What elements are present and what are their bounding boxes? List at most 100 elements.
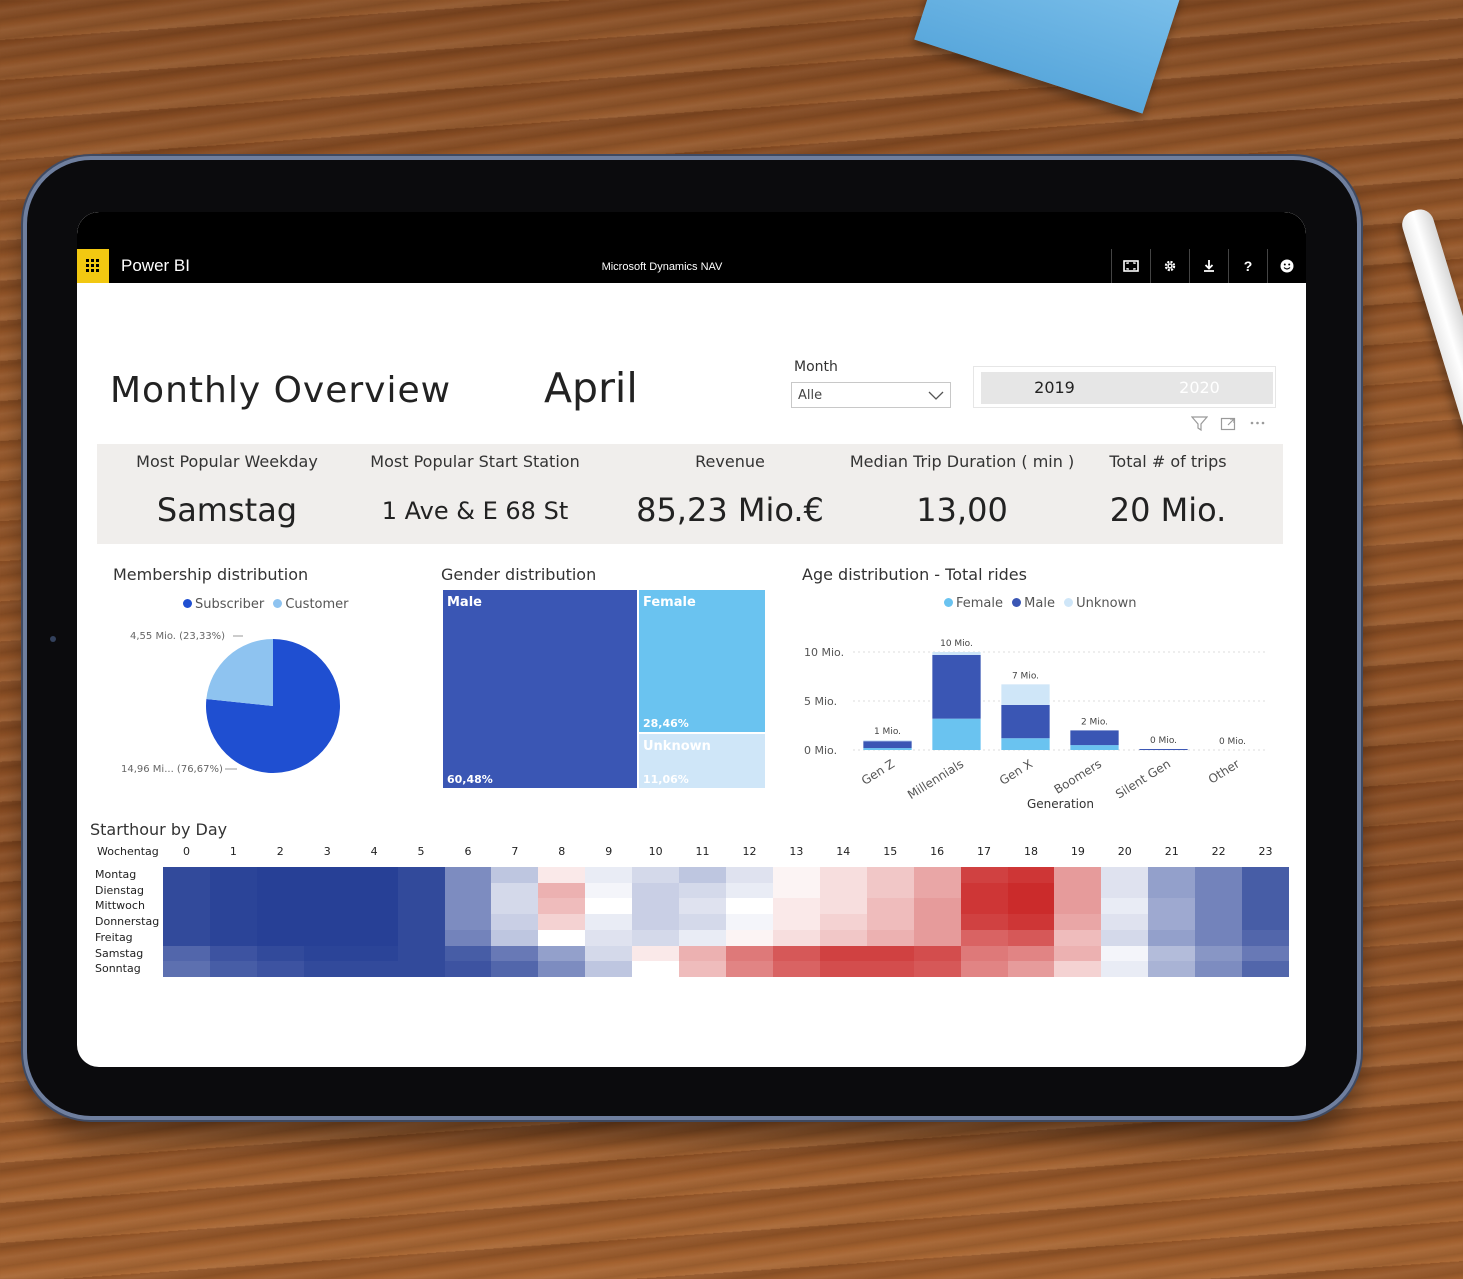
app-launcher-icon[interactable]	[77, 249, 109, 283]
heatmap-cell[interactable]	[632, 914, 680, 931]
heatmap-cell[interactable]	[632, 867, 680, 884]
heatmap-cell[interactable]	[960, 882, 1008, 899]
bar-male-silent-gen[interactable]	[1139, 749, 1188, 751]
heatmap-cell[interactable]	[1007, 929, 1055, 946]
heatmap-cell[interactable]	[585, 929, 633, 946]
heatmap-cell[interactable]	[960, 961, 1008, 978]
bar-male-gen-z[interactable]	[863, 741, 912, 749]
bar-unknown-gen-z[interactable]	[863, 740, 912, 742]
legend-customer[interactable]: Customer	[285, 597, 349, 612]
heatmap-cell[interactable]	[1195, 929, 1243, 946]
heatmap-cell[interactable]	[1195, 898, 1243, 915]
treemap-cell-unknown[interactable]: Unknown 11,06%	[638, 733, 766, 789]
bar-female-gen-x[interactable]	[1001, 738, 1050, 750]
heatmap-cell[interactable]	[444, 914, 492, 931]
heatmap-cell[interactable]	[772, 961, 821, 978]
heatmap-cell[interactable]	[819, 914, 868, 931]
heatmap-cell[interactable]	[538, 898, 586, 915]
pie-slice-customer[interactable]	[206, 639, 273, 706]
heatmap-cell[interactable]	[163, 882, 211, 899]
heatmap-cell[interactable]	[819, 929, 868, 946]
heatmap-cell[interactable]	[1242, 929, 1290, 946]
heatmap-cell[interactable]	[163, 945, 211, 962]
heatmap-cell[interactable]	[1007, 882, 1055, 899]
heatmap-cell[interactable]	[444, 929, 492, 946]
heatmap-cell[interactable]	[1148, 929, 1196, 946]
fullscreen-icon[interactable]	[1111, 249, 1150, 283]
heatmap-cell[interactable]	[726, 961, 774, 978]
heatmap-cell[interactable]	[1101, 929, 1149, 946]
heatmap-cell[interactable]	[1007, 914, 1055, 931]
heatmap-cell[interactable]	[256, 867, 305, 884]
heatmap-cell[interactable]	[819, 945, 868, 962]
heatmap-cell[interactable]	[163, 961, 211, 978]
heatmap-cell[interactable]	[209, 914, 258, 931]
heatmap-cell[interactable]	[679, 945, 727, 962]
heatmap-cell[interactable]	[163, 898, 211, 915]
feedback-icon[interactable]	[1267, 249, 1306, 283]
bar-male-gen-x[interactable]	[1001, 704, 1050, 739]
heatmap-cell[interactable]	[491, 929, 539, 946]
heatmap-cell[interactable]	[1148, 914, 1196, 931]
heatmap-cell[interactable]	[585, 898, 633, 915]
heatmap-cell[interactable]	[163, 929, 211, 946]
filter-icon[interactable]	[1191, 415, 1208, 432]
heatmap-cell[interactable]	[1101, 867, 1149, 884]
heatmap-cell[interactable]	[866, 945, 915, 962]
heatmap-cell[interactable]	[1101, 961, 1149, 978]
heatmap-cell[interactable]	[679, 867, 727, 884]
heatmap-cell[interactable]	[585, 914, 633, 931]
heatmap-cell[interactable]	[1148, 898, 1196, 915]
heatmap-cell[interactable]	[1195, 914, 1243, 931]
heatmap-cell[interactable]	[679, 898, 727, 915]
heatmap-cell[interactable]	[960, 929, 1008, 946]
heatmap-cell[interactable]	[397, 882, 445, 899]
heatmap-cell[interactable]	[350, 945, 399, 962]
focus-mode-icon[interactable]	[1220, 415, 1237, 432]
heatmap-cell[interactable]	[1054, 929, 1102, 946]
heatmap-cell[interactable]	[1148, 882, 1196, 899]
heatmap-cell[interactable]	[538, 914, 586, 931]
heatmap-cell[interactable]	[913, 914, 962, 931]
heatmap-cell[interactable]	[1101, 945, 1149, 962]
heatmap-cell[interactable]	[491, 914, 539, 931]
heatmap-cell[interactable]	[350, 867, 399, 884]
treemap-cell-female[interactable]: Female 28,46%	[638, 589, 766, 733]
heatmap-cell[interactable]	[350, 882, 399, 899]
bar-unknown-gen-x[interactable]	[1001, 684, 1050, 705]
heatmap-cell[interactable]	[303, 867, 352, 884]
heatmap-cell[interactable]	[256, 961, 305, 978]
heatmap-cell[interactable]	[350, 961, 399, 978]
heatmap-cell[interactable]	[256, 898, 305, 915]
heatmap-cell[interactable]	[209, 867, 258, 884]
heatmap-cell[interactable]	[866, 882, 915, 899]
heatmap-cell[interactable]	[772, 914, 821, 931]
heatmap-cell[interactable]	[350, 914, 399, 931]
heatmap-cell[interactable]	[726, 945, 774, 962]
heatmap-cell[interactable]	[1148, 867, 1196, 884]
membership-pie-chart[interactable]: 4,55 Mio. (23,33%) 14,96 Mi... (76,67%)	[107, 622, 407, 792]
heatmap-cell[interactable]	[350, 898, 399, 915]
heatmap-cell[interactable]	[538, 929, 586, 946]
heatmap-cell[interactable]	[163, 914, 211, 931]
bar-male-boomers[interactable]	[1070, 730, 1119, 746]
heatmap-cell[interactable]	[960, 898, 1008, 915]
treemap-cell-male[interactable]: Male 60,48%	[442, 589, 638, 789]
heatmap-cell[interactable]	[866, 867, 915, 884]
heatmap-cell[interactable]	[772, 929, 821, 946]
legend-subscriber[interactable]: Subscriber	[195, 597, 265, 612]
heatmap-cell[interactable]	[491, 867, 539, 884]
heatmap-cell[interactable]	[679, 914, 727, 931]
heatmap-cell[interactable]	[1007, 945, 1055, 962]
heatmap-cell[interactable]	[303, 961, 352, 978]
heatmap-cell[interactable]	[444, 882, 492, 899]
heatmap-cell[interactable]	[679, 961, 727, 978]
heatmap-cell[interactable]	[632, 929, 680, 946]
heatmap-cell[interactable]	[163, 867, 211, 884]
heatmap-cell[interactable]	[444, 945, 492, 962]
heatmap-cell[interactable]	[960, 914, 1008, 931]
year-button-2020[interactable]: 2020	[1126, 372, 1273, 404]
heatmap-cell[interactable]	[819, 867, 868, 884]
heatmap-cell[interactable]	[1054, 867, 1102, 884]
more-options-icon[interactable]	[1249, 415, 1266, 432]
